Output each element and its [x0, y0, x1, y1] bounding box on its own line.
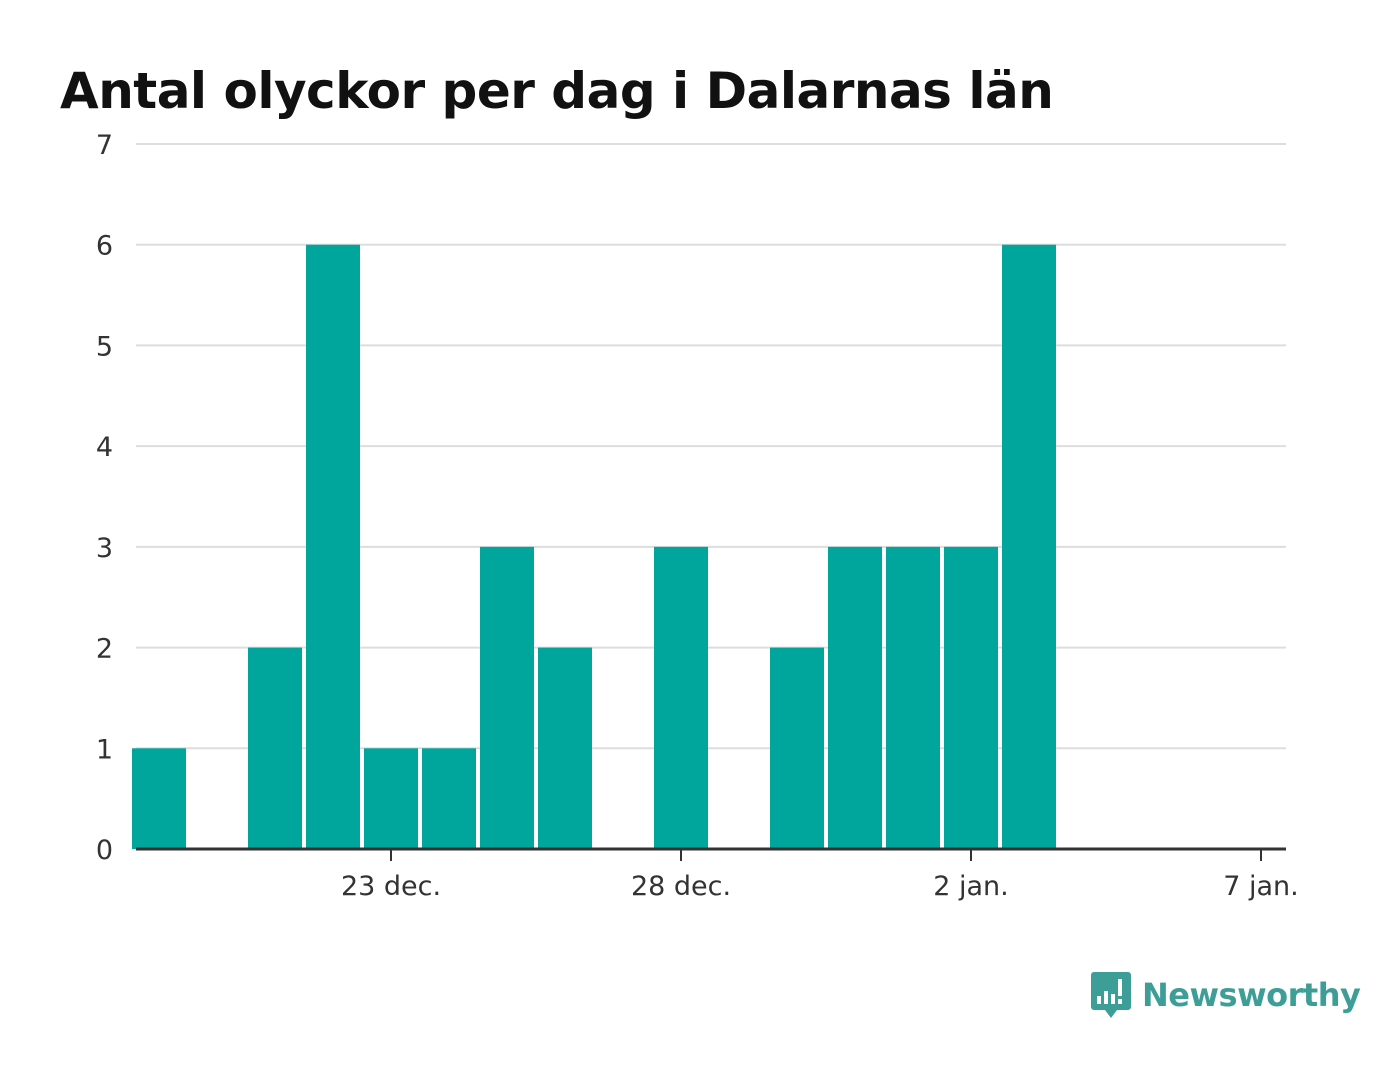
bar	[944, 546, 998, 849]
bar	[654, 546, 708, 849]
x-axis	[136, 847, 1286, 861]
y-tick-labels: 0 1 2 3 4 5 6 7	[96, 130, 113, 866]
bar	[422, 748, 476, 849]
bar	[306, 244, 360, 849]
y-tick-label: 1	[96, 734, 113, 765]
bar	[770, 647, 824, 849]
y-tick-label: 0	[96, 835, 113, 866]
y-tick-label: 3	[96, 533, 113, 564]
y-tick-label: 2	[96, 634, 113, 665]
y-tick-label: 4	[96, 432, 113, 463]
x-tick-labels: 23 dec. 28 dec. 2 jan. 7 jan.	[341, 871, 1299, 902]
y-tick-label: 5	[96, 331, 113, 362]
y-tick-label: 6	[96, 231, 113, 262]
x-tick-label: 7 jan.	[1223, 871, 1299, 902]
y-tick-label: 7	[96, 130, 113, 161]
bar	[132, 748, 186, 849]
bar	[1002, 244, 1056, 849]
bars	[132, 244, 1056, 849]
bar	[828, 546, 882, 849]
bar	[538, 647, 592, 849]
x-tick-label: 2 jan.	[933, 871, 1009, 902]
brand-logo: Newsworthy	[1090, 970, 1361, 1020]
bar	[886, 546, 940, 849]
bar-chart-speech-bubble-icon	[1091, 972, 1131, 1018]
x-tick-label: 23 dec.	[341, 871, 441, 902]
chart-title: Antal olyckor per dag i Dalarnas län	[60, 62, 1054, 120]
brand-name: Newsworthy	[1142, 976, 1361, 1014]
x-tick-label: 28 dec.	[631, 871, 731, 902]
bar	[248, 647, 302, 849]
bar	[364, 748, 418, 849]
bar	[480, 546, 534, 849]
